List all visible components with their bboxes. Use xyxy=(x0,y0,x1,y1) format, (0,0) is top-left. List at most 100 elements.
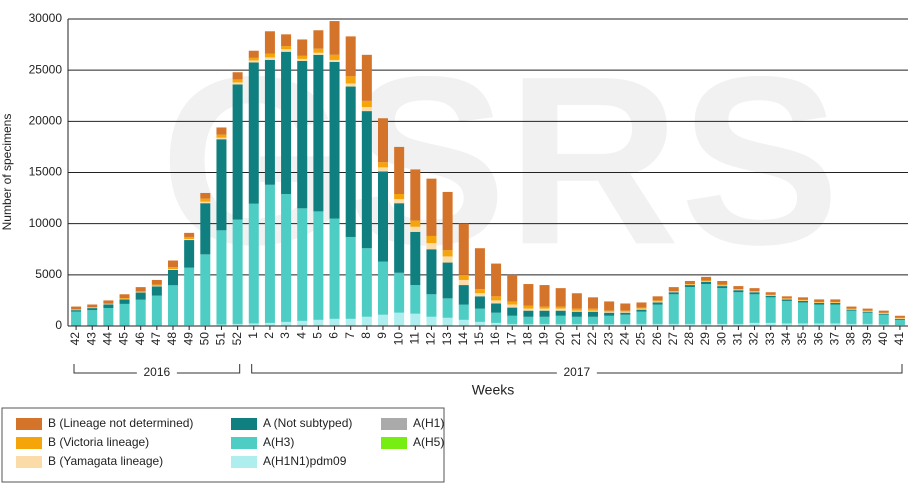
bar-segment xyxy=(781,298,792,300)
bar-segment xyxy=(588,310,598,312)
bar-segment xyxy=(733,289,744,291)
legend-box xyxy=(1,407,445,483)
bar-segment xyxy=(474,321,485,326)
bar-segment xyxy=(248,57,259,61)
bar-segment xyxy=(620,311,631,313)
bar-segment xyxy=(555,310,566,316)
bar-segment xyxy=(701,281,712,282)
bar-segment xyxy=(588,323,598,326)
bar-segment xyxy=(200,192,211,199)
y-tick-label: 0 xyxy=(55,318,62,332)
bar-segment xyxy=(361,111,372,249)
bar-segment xyxy=(733,292,744,324)
bar-segment xyxy=(184,232,195,237)
bar-segment xyxy=(814,302,825,305)
x-tick-label: 37 xyxy=(827,332,841,346)
x-tick-label: 35 xyxy=(795,332,809,346)
x-tick-label: 43 xyxy=(84,332,98,346)
bar-segment xyxy=(216,137,227,140)
bar-segment xyxy=(200,198,211,202)
x-tick-label: 31 xyxy=(731,332,745,346)
x-tick-label: 20 xyxy=(553,332,567,346)
bar-segment xyxy=(652,302,663,305)
bar-segment xyxy=(345,318,356,326)
bar-segment xyxy=(329,54,340,60)
x-tick-label: 51 xyxy=(214,332,228,346)
bar-segment xyxy=(733,289,744,290)
group-label: 2016 xyxy=(143,365,170,379)
x-tick-label: 29 xyxy=(698,332,712,346)
bar-segment xyxy=(894,318,905,319)
bar-segment xyxy=(232,72,243,80)
bar-segment xyxy=(765,297,776,323)
x-tick-label: 15 xyxy=(472,332,486,346)
bar-segment xyxy=(604,301,615,311)
bar-segment xyxy=(733,323,744,326)
bar-segment xyxy=(135,299,146,326)
bar-segment xyxy=(878,312,889,314)
x-tick-label: 24 xyxy=(617,332,631,346)
bar-segment xyxy=(636,302,647,308)
bar-segment xyxy=(458,279,469,286)
x-tick-label: 13 xyxy=(440,332,454,346)
bar-segment xyxy=(636,311,647,324)
bar-segment xyxy=(248,62,259,204)
bar-segment xyxy=(458,223,469,275)
bar-segment xyxy=(458,285,469,305)
bar-segment xyxy=(830,301,841,303)
bar-segment xyxy=(781,323,792,326)
bar-segment xyxy=(297,60,308,209)
bar-segment xyxy=(620,310,631,312)
bar-segment xyxy=(539,310,550,317)
bar-segment xyxy=(701,281,712,285)
bar-segment xyxy=(523,310,534,317)
bar-segment xyxy=(378,118,388,163)
x-tick-label: 34 xyxy=(779,332,793,346)
x-tick-label: 48 xyxy=(165,332,179,346)
bar-segment xyxy=(701,323,712,326)
bar-segment xyxy=(264,322,275,326)
bar-segment xyxy=(749,292,760,295)
bar-segment xyxy=(216,230,227,325)
bar-segment xyxy=(394,193,405,200)
legend-label: B (Victoria lineage) xyxy=(48,435,149,449)
bar-segment xyxy=(652,300,663,302)
bar-segment xyxy=(491,296,502,301)
bar-segment xyxy=(297,320,308,326)
bar-segment xyxy=(442,250,453,257)
watermark: GSRS xyxy=(160,26,840,294)
bar-segment xyxy=(103,303,114,304)
legend-swatch xyxy=(16,437,42,449)
bar-segment xyxy=(119,294,130,299)
bar-segment xyxy=(216,324,227,326)
x-tick-label: 46 xyxy=(133,332,147,346)
bar-segment xyxy=(281,46,292,50)
y-tick-label: 5000 xyxy=(35,267,62,281)
bar-segment xyxy=(119,298,130,299)
bar-segment xyxy=(798,302,808,324)
bar-segment xyxy=(830,304,841,324)
bar-segment xyxy=(701,280,712,282)
bar-segment xyxy=(168,285,178,326)
bar-segment xyxy=(814,301,825,303)
legend-swatch xyxy=(381,418,407,430)
bar-segment xyxy=(749,288,760,292)
bar-segment xyxy=(684,284,695,286)
bar-segment xyxy=(684,323,695,326)
x-tick-label: 6 xyxy=(327,332,341,339)
bar-segment xyxy=(87,304,98,308)
legend-swatch xyxy=(16,418,42,430)
x-tick-label: 17 xyxy=(504,332,518,346)
x-tick-label: 2 xyxy=(262,332,276,339)
watermark-layer: GSRS xyxy=(160,26,840,294)
bar-segment xyxy=(523,316,534,324)
x-tick-label: 32 xyxy=(747,332,761,346)
bar-segment xyxy=(491,300,502,304)
bar-segment xyxy=(361,316,372,326)
x-tick-label: 11 xyxy=(407,332,421,345)
legend-label: B (Yamagata lineage) xyxy=(48,454,163,468)
bar-segment xyxy=(71,310,82,312)
bar-segment xyxy=(491,303,502,313)
x-tick-label: 36 xyxy=(811,332,825,346)
bar-segment xyxy=(781,299,792,301)
